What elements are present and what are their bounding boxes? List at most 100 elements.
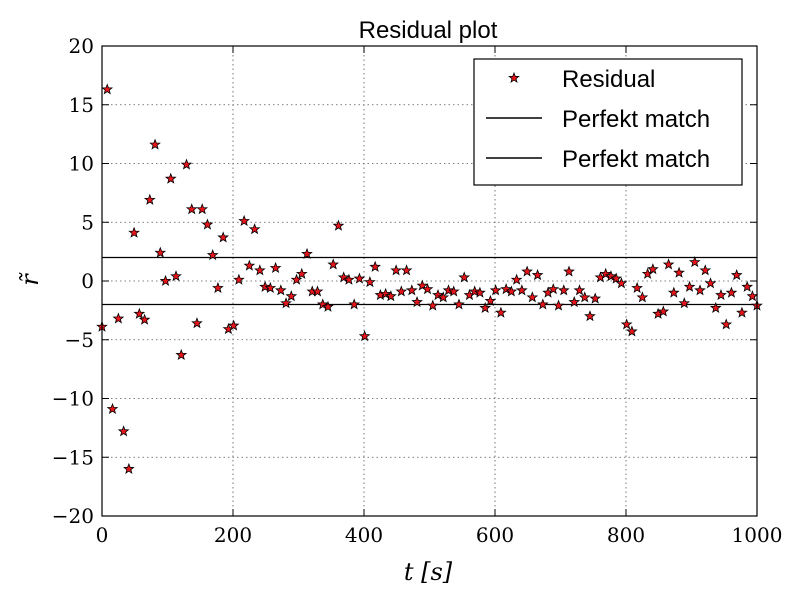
- residual-point: [327, 258, 340, 270]
- residual-point: [720, 318, 733, 330]
- residual-point: [164, 172, 177, 184]
- residual-point: [709, 301, 722, 313]
- residual-point: [290, 273, 303, 285]
- residual-point: [495, 306, 507, 318]
- y-tick-label: −15: [52, 445, 94, 469]
- residual-point: [505, 285, 518, 297]
- residual-point: [584, 310, 596, 322]
- residual-point: [206, 249, 219, 261]
- x-axis-label: t [s]: [404, 558, 453, 586]
- residual-point: [185, 203, 198, 215]
- legend-box: [473, 58, 743, 186]
- residual-point: [405, 284, 418, 296]
- residual-point: [500, 283, 512, 295]
- residual-point: [563, 265, 575, 277]
- reference-lines: [102, 256, 757, 306]
- y-tick-label: 20: [69, 34, 94, 58]
- residual-point: [715, 288, 727, 301]
- residual-point: [568, 296, 581, 308]
- residual-point: [301, 247, 313, 259]
- x-tick-label: 400: [345, 523, 383, 547]
- residual-point: [337, 271, 350, 283]
- residual-point: [610, 272, 623, 284]
- x-tick-label: 800: [607, 523, 645, 547]
- residual-point: [285, 290, 298, 302]
- chart-title: Residual plot: [359, 17, 498, 44]
- residual-point: [678, 297, 691, 309]
- residual-point: [123, 462, 135, 474]
- residual-point: [217, 231, 230, 243]
- residual-point: [620, 318, 633, 330]
- residual-point: [589, 292, 602, 304]
- residual-point: [196, 203, 209, 215]
- residual-point: [437, 291, 450, 303]
- y-tick-label: 5: [81, 210, 94, 234]
- residual-point: [657, 305, 670, 317]
- residual-point: [631, 281, 643, 294]
- residual-point: [128, 226, 140, 238]
- y-tick-label: 0: [81, 269, 94, 293]
- x-tick-label: 200: [214, 523, 252, 547]
- residual-point: [531, 268, 544, 281]
- residual-point: [264, 281, 277, 294]
- residual-point: [143, 193, 156, 205]
- residual-point: [316, 298, 329, 310]
- residual-point: [248, 223, 261, 235]
- residual-point: [159, 274, 172, 286]
- y-tick-label: 10: [69, 152, 94, 176]
- x-tick-label: 1000: [732, 523, 783, 547]
- legend-perfekt-label-2: Perfekt match: [562, 146, 710, 173]
- residual-point: [212, 281, 224, 294]
- residual-point: [746, 290, 759, 302]
- residual-point: [154, 246, 167, 258]
- residual-point: [117, 425, 130, 437]
- residual-point: [474, 286, 486, 298]
- residual-point: [573, 284, 586, 296]
- residual-point: [694, 284, 706, 296]
- residual-point: [741, 280, 754, 292]
- residual-point: [112, 312, 125, 324]
- residual-point: [322, 300, 334, 312]
- residual-point: [683, 280, 696, 292]
- residual-point: [364, 276, 376, 288]
- residual-point: [343, 273, 355, 285]
- residual-point: [390, 264, 402, 276]
- residual-point: [191, 317, 203, 329]
- residual-point: [295, 267, 308, 279]
- residual-point: [458, 271, 471, 283]
- residual-point: [426, 299, 439, 311]
- residual-point: [667, 286, 680, 298]
- residual-point: [254, 264, 266, 276]
- residual-point: [479, 301, 492, 313]
- residual-point: [605, 270, 617, 282]
- residual-point: [730, 268, 743, 281]
- residual-point: [421, 283, 434, 295]
- residual-point: [521, 265, 533, 277]
- residual-point: [552, 299, 565, 311]
- residual-point: [411, 296, 423, 308]
- residual-point: [688, 256, 701, 268]
- residual-point: [311, 285, 324, 297]
- residual-point: [385, 290, 397, 302]
- residual-point: [636, 291, 649, 303]
- residual-point: [353, 272, 366, 284]
- y-tick-label: 15: [69, 93, 94, 117]
- residual-point: [269, 261, 282, 274]
- axis-ticks: 0 200 400 600 800 1000 −20 −15 −10 −5 0 5 10 15 20: [52, 34, 783, 547]
- residual-point: [557, 284, 570, 296]
- residual-point: [526, 291, 539, 303]
- y-tick-label: −20: [52, 504, 94, 528]
- y-tick-label: −5: [65, 328, 94, 352]
- residual-point: [133, 307, 146, 319]
- residual-point: [233, 273, 245, 285]
- residual-point: [149, 138, 161, 150]
- residual-point: [536, 298, 549, 310]
- residual-point: [274, 284, 287, 296]
- residual-point: [615, 277, 628, 289]
- residual-point: [106, 402, 119, 415]
- residual-point: [243, 259, 256, 271]
- residual-point: [647, 263, 659, 275]
- y-axis-label: r̃: [16, 272, 44, 286]
- legend-perfekt-label-1: Perfekt match: [562, 106, 710, 133]
